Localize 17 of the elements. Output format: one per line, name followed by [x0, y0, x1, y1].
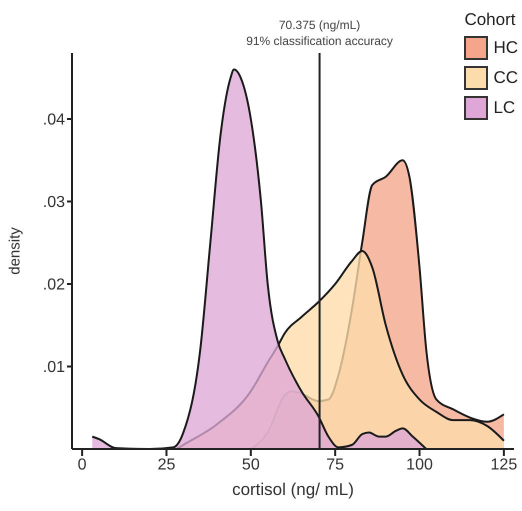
- legend-label: CC: [493, 68, 518, 88]
- x-tick-label: 50: [242, 456, 260, 474]
- legend-label: LC: [493, 98, 516, 118]
- y-axis-title: density: [6, 226, 24, 275]
- x-tick-label: 0: [78, 456, 87, 474]
- legend-title: Cohort: [464, 10, 516, 30]
- y-tick-label: .03: [42, 194, 66, 212]
- x-axis-title: cortisol (ng/ mL): [232, 480, 354, 499]
- x-tick-label: 100: [406, 456, 433, 474]
- ref-line-label: 70.375 (ng/mL) 91% classification accuracy: [246, 18, 393, 48]
- x-tick-label: 125: [490, 456, 518, 474]
- legend-label: HC: [493, 38, 518, 58]
- x-tick-label: 75: [326, 456, 344, 474]
- y-tick-label: .04: [42, 112, 66, 129]
- x-tick-label: 25: [158, 456, 176, 474]
- y-tick-label: .02: [42, 276, 66, 294]
- y-tick-label: .01: [42, 359, 66, 376]
